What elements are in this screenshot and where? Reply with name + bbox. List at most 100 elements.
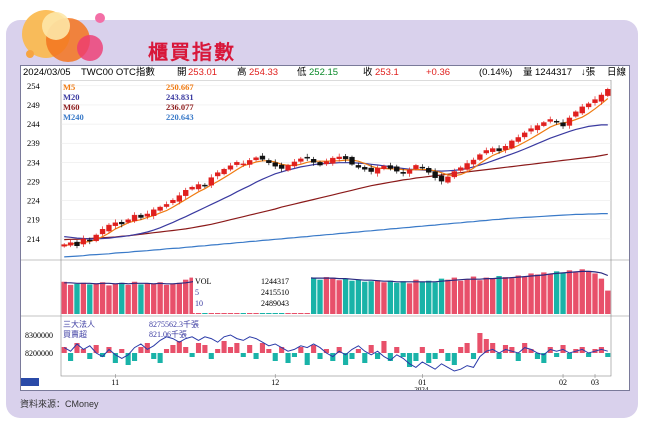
candle-body [240,163,246,166]
volume-bar [151,283,157,314]
institutional-bar [586,353,592,357]
institutional-bar [208,353,214,359]
institutional-bar [349,353,355,359]
candle-body [67,242,74,246]
institutional-bar [362,353,368,363]
volume-bar [119,282,125,314]
candle-body [189,186,195,190]
volume-bar [362,281,368,314]
candle-body [342,156,349,160]
volume-bar [573,272,579,314]
volume-bar [368,281,374,314]
high-value: 254.33 [249,67,279,78]
candle-body [585,103,592,108]
candle-body [61,244,67,247]
zoom-button-icon [21,378,39,386]
price-tick-label: 249 [27,100,40,110]
candle-body [406,169,413,174]
institutional-bar [598,347,604,353]
ma-legend-value: 220.643 [166,112,194,122]
price-tick-label: 224 [27,196,41,206]
volume-bar [490,278,496,314]
volume-bar [170,283,176,314]
x-tick-label: 03 [591,378,599,387]
institutional-bar [291,353,297,357]
institutional-bar [68,353,74,361]
ma-legend-name: M60 [63,102,80,112]
volume-bar [432,282,438,314]
candle-body [528,128,534,132]
x-tick-label: 02 [559,378,567,387]
candle-body [515,137,521,142]
candle-body [310,159,317,163]
candle-body [374,167,381,174]
change-value: +0.36 [426,67,451,78]
candle-body [298,158,304,162]
candle-body [605,89,611,96]
institutional-bar [144,343,150,353]
institutional-bar [234,343,240,353]
volume-bar [394,282,400,314]
institutional-bar [458,347,464,353]
candle-body [227,165,234,170]
ma240-line [64,213,608,258]
candle-body [163,204,170,207]
candle-body [413,165,419,170]
price-tick-label: 229 [27,176,40,186]
open-label: 開 [177,67,187,78]
volume-bar [496,276,502,314]
volume-bar [477,280,483,314]
volume-bar [374,280,381,314]
volume-value: 1244317 [535,67,572,78]
high-label: 高 [237,67,247,78]
candle-body [291,161,298,167]
volume-bar [61,281,67,314]
institutional-bar [432,353,438,359]
inst-tick-label: 8300000 [25,331,53,340]
candle-body [208,177,214,186]
institutional-bar [528,349,534,353]
quote-header: 2024/03/05 TWC00 OTC指數 開 253.01 高 254.33… [21,66,629,80]
institutional-bar [93,345,99,353]
volume-bar [470,276,477,314]
candle-body [419,166,426,169]
institutional-bar [183,347,189,353]
institutional-bar [426,353,432,363]
candle-body [195,184,202,190]
candle-body [119,221,125,225]
volume-legend-value: 1244317 [261,277,289,286]
volume-bar [323,277,330,314]
institutional-bar [534,353,541,359]
ma20-line [64,124,608,240]
candle-body [259,155,266,160]
candle-body [445,176,451,183]
ma60-line [64,153,608,241]
institutional-bar [381,341,387,353]
ma-legend-name: M20 [63,92,80,102]
institutional-bar [151,353,157,359]
volume-bar [125,284,131,314]
institutional-bar [464,343,470,353]
x-tick-label: 01 [418,378,426,387]
institutional-bar [100,353,106,357]
volume-bar [106,285,112,314]
x-tick-label: 12 [271,378,279,387]
volume-ma-line [64,270,609,285]
volume-bar [317,279,323,314]
candle-body [323,161,330,165]
candle-body [490,148,496,152]
volume-bar [131,281,138,314]
stock-chart: 254 249 244 239 234 229 224 219 214 8300000 82000… [21,80,629,390]
period-label: 日線 [607,67,627,78]
institutional-bar [413,353,419,361]
institutional-bar [496,353,502,359]
low-value: 252.15 [309,67,339,78]
volume-bar [553,271,560,314]
candle-body [317,162,323,166]
volume-bar [419,281,426,314]
institutional-bar [419,347,425,353]
volume-bar [342,278,349,314]
candle-body [266,160,272,163]
candle-body [131,214,138,222]
candle-body [362,167,368,170]
